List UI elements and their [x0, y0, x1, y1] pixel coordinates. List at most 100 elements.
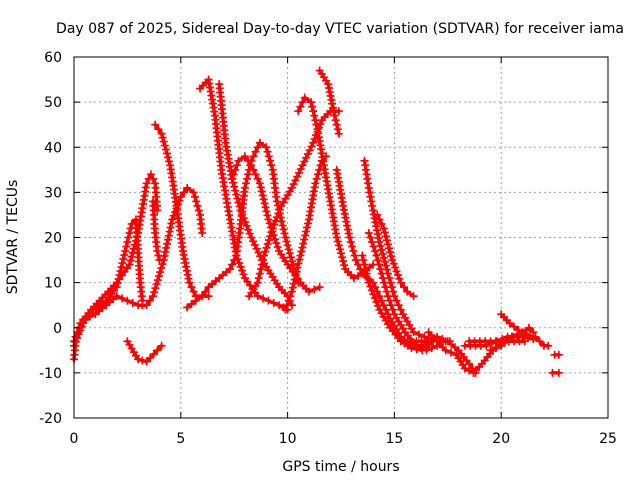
series-track-02 [70, 170, 162, 346]
data-point-marker [180, 254, 189, 263]
data-point-marker [117, 263, 126, 272]
data-point-marker [258, 191, 267, 200]
data-point-marker [238, 266, 247, 275]
axis-ticks: 0 5 10 15 20 25 -20 -10 0 10 20 30 40 50 60 [39, 50, 617, 447]
data-point-marker [383, 240, 392, 249]
data-point-marker [308, 102, 317, 111]
data-point-marker [412, 345, 421, 354]
data-point-marker [284, 296, 293, 305]
data-point-marker [262, 243, 271, 252]
data-point-marker [164, 231, 173, 240]
data-point-marker [269, 298, 278, 307]
data-point-marker [298, 161, 307, 170]
data-point-marker [338, 253, 347, 262]
data-point-marker [185, 278, 194, 287]
data-point-marker [364, 228, 373, 237]
data-point-marker [460, 364, 469, 373]
data-point-marker [271, 235, 280, 244]
data-point-marker [349, 247, 358, 256]
data-point-marker [231, 165, 240, 174]
data-point-marker [166, 223, 175, 232]
data-point-marker [124, 233, 133, 242]
y-tick-label: 40 [44, 140, 62, 156]
x-tick-label: 20 [492, 431, 510, 447]
data-point-marker [236, 262, 245, 271]
data-point-marker [482, 341, 491, 350]
x-axis-label: GPS time / hours [282, 459, 399, 475]
data-point-marker [231, 186, 240, 195]
data-point-marker [518, 328, 527, 337]
data-point-marker [393, 271, 402, 280]
data-point-marker [339, 205, 348, 214]
data-point-marker [249, 237, 258, 246]
data-point-marker [294, 107, 303, 116]
data-point-marker [492, 337, 501, 346]
data-point-marker [79, 318, 88, 327]
data-point-marker [331, 116, 340, 125]
data-point-marker [294, 259, 303, 268]
data-point-marker [375, 238, 384, 247]
data-point-marker [77, 322, 86, 331]
data-point-marker [359, 256, 368, 265]
data-point-marker [189, 188, 198, 197]
data-point-marker [240, 183, 249, 192]
data-point-marker [151, 120, 160, 129]
data-point-marker [255, 138, 264, 147]
data-point-marker [138, 356, 147, 365]
data-point-marker [465, 366, 474, 375]
data-point-marker [309, 107, 318, 116]
data-point-marker [145, 296, 154, 305]
data-point-marker [191, 296, 200, 305]
data-point-marker [380, 257, 389, 266]
data-point-marker [153, 276, 162, 285]
data-point-marker [241, 179, 250, 188]
data-point-marker [254, 274, 263, 283]
data-point-marker [296, 251, 305, 260]
data-point-marker [332, 120, 341, 129]
data-point-marker [133, 232, 142, 241]
data-point-marker [160, 141, 169, 150]
data-point-marker [254, 248, 263, 257]
x-tick-label: 5 [176, 431, 185, 447]
data-point-marker [409, 328, 418, 337]
data-point-marker [312, 174, 321, 183]
data-point-marker [367, 286, 376, 295]
data-point-marker [380, 278, 389, 287]
data-point-marker [291, 271, 300, 280]
series-track-26 [531, 332, 553, 350]
data-point-marker [362, 269, 371, 278]
data-point-marker [315, 283, 324, 292]
series-track-27 [550, 350, 563, 359]
data-point-marker [381, 232, 390, 241]
data-point-marker [259, 256, 268, 265]
data-point-marker [297, 247, 306, 256]
data-point-marker [268, 224, 277, 233]
data-point-marker [253, 143, 262, 152]
data-point-marker [373, 301, 382, 310]
data-point-marker [263, 239, 272, 248]
data-point-marker [273, 243, 282, 252]
data-point-marker [146, 170, 155, 179]
data-point-marker [163, 235, 172, 244]
data-point-marker [333, 237, 342, 246]
data-point-marker [154, 251, 163, 260]
data-point-marker [253, 292, 262, 301]
data-point-marker [438, 335, 447, 344]
data-point-marker [275, 301, 284, 310]
data-point-marker [240, 152, 249, 161]
data-point-marker [387, 252, 396, 261]
data-point-marker [441, 346, 450, 355]
data-point-marker [252, 244, 261, 253]
data-point-marker [385, 244, 394, 253]
data-point-marker [163, 153, 172, 162]
series-track-13 [294, 93, 378, 283]
data-point-marker [162, 243, 171, 252]
data-point-marker [375, 260, 384, 269]
data-point-marker [284, 245, 293, 254]
data-point-marker [162, 149, 171, 158]
data-point-marker [287, 183, 296, 192]
data-point-marker [244, 170, 253, 179]
data-point-marker [261, 203, 270, 212]
data-point-marker [241, 218, 250, 227]
data-point-marker [250, 241, 259, 250]
